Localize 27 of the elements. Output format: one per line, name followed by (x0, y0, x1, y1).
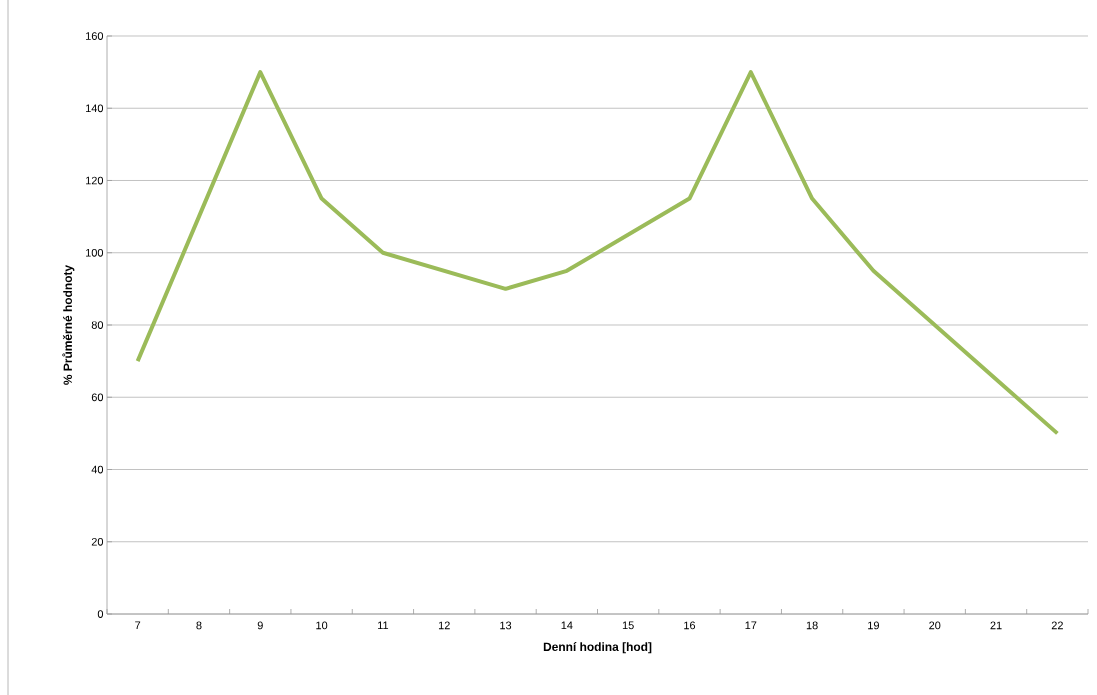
x-tick-label: 20 (929, 621, 941, 630)
x-tick-label: 11 (378, 621, 389, 630)
x-tick-label: 17 (745, 621, 757, 630)
y-axis-title: % Průměrné hodnoty (62, 264, 75, 385)
y-tick-label: 140 (86, 104, 104, 113)
x-tick-label: 21 (990, 621, 1002, 630)
x-tick-label: 22 (1051, 621, 1063, 630)
y-tick-label: 160 (86, 32, 104, 40)
y-tick-label: 60 (91, 393, 104, 402)
x-tick-label: 7 (135, 621, 141, 630)
y-tick-label: 40 (91, 465, 104, 474)
x-tick-label: 9 (257, 621, 263, 630)
x-tick-label: 10 (316, 621, 328, 630)
x-tick-label: 12 (438, 621, 450, 630)
y-tick-label: 0 (97, 610, 104, 618)
x-tick-label: 16 (684, 621, 696, 630)
x-tick-label: 15 (622, 621, 634, 630)
y-tick-label: 100 (86, 248, 104, 257)
x-axis-title: Denní hodina [hod] (543, 642, 652, 654)
y-tick-label: 120 (86, 176, 104, 185)
x-tick-label: 19 (868, 621, 879, 630)
y-tick-label: 80 (91, 321, 104, 329)
x-tick-label: 14 (561, 621, 573, 630)
x-tick-label: 8 (196, 621, 202, 630)
x-tick-label: 13 (500, 621, 512, 630)
x-tick-label: 18 (806, 621, 818, 630)
y-tick-label: 20 (91, 537, 104, 546)
